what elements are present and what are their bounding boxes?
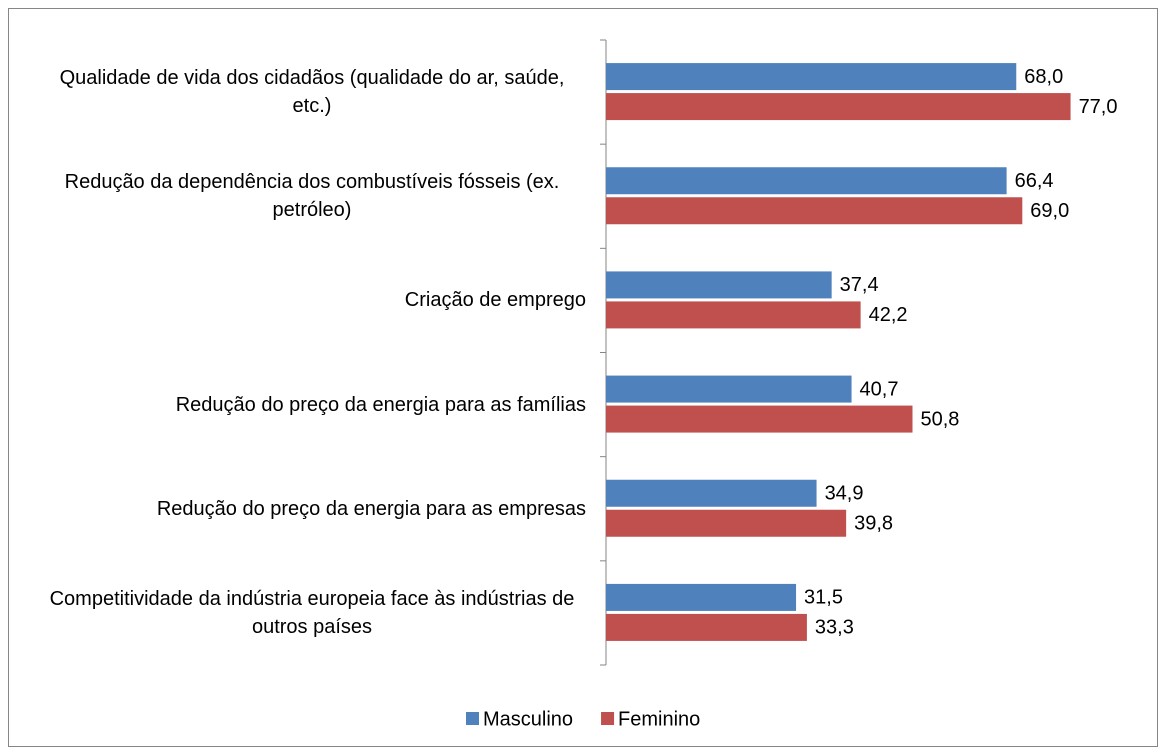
bar bbox=[606, 93, 1071, 121]
category-label-box: Criação de emprego bbox=[26, 260, 586, 340]
bar bbox=[606, 375, 852, 403]
category-label: Redução do preço da energia para as empr… bbox=[156, 497, 586, 520]
category-label-box: Redução do preço da energia para as empr… bbox=[26, 469, 586, 549]
data-label: 33,3 bbox=[815, 617, 854, 639]
bar bbox=[606, 167, 1007, 195]
bar bbox=[606, 197, 1023, 225]
data-label: 39,8 bbox=[854, 513, 893, 535]
data-label: 34,9 bbox=[825, 483, 864, 505]
data-label: 50,8 bbox=[920, 408, 959, 430]
category-label: Redução da dependência dos combustíveis … bbox=[64, 171, 560, 222]
data-label: 77,0 bbox=[1079, 96, 1118, 118]
bar bbox=[606, 405, 913, 433]
bar bbox=[606, 509, 847, 537]
data-label: 42,2 bbox=[869, 304, 908, 326]
data-label: 69,0 bbox=[1030, 200, 1069, 222]
category-label: Redução do preço da energia para as famí… bbox=[175, 393, 586, 416]
data-label: 31,5 bbox=[804, 587, 843, 609]
chart-frame bbox=[8, 8, 1158, 747]
data-label: 68,0 bbox=[1024, 66, 1063, 88]
category-label: Competitividade da indústria europeia fa… bbox=[49, 587, 575, 638]
legend-swatch bbox=[466, 712, 479, 725]
category-label-box: Competitividade da indústria europeia fa… bbox=[26, 573, 586, 653]
bar bbox=[606, 583, 797, 611]
category-label: Qualidade de vida dos cidadãos (qualidad… bbox=[59, 67, 565, 118]
bar bbox=[606, 63, 1017, 91]
bar bbox=[606, 613, 807, 641]
bar bbox=[606, 271, 832, 299]
bar bbox=[606, 479, 817, 507]
category-label-box: Qualidade de vida dos cidadãos (qualidad… bbox=[26, 52, 586, 132]
legend-label: Masculino bbox=[483, 708, 573, 730]
category-label: Criação de emprego bbox=[404, 289, 586, 312]
data-label: 40,7 bbox=[860, 378, 899, 400]
category-label-box: Redução do preço da energia para as famí… bbox=[26, 365, 586, 445]
data-label: 37,4 bbox=[840, 274, 879, 296]
category-label-box: Redução da dependência dos combustíveis … bbox=[26, 156, 586, 236]
legend-label: Feminino bbox=[618, 708, 700, 730]
legend-swatch bbox=[601, 712, 615, 725]
data-label: 66,4 bbox=[1015, 170, 1054, 192]
bar bbox=[606, 301, 861, 329]
